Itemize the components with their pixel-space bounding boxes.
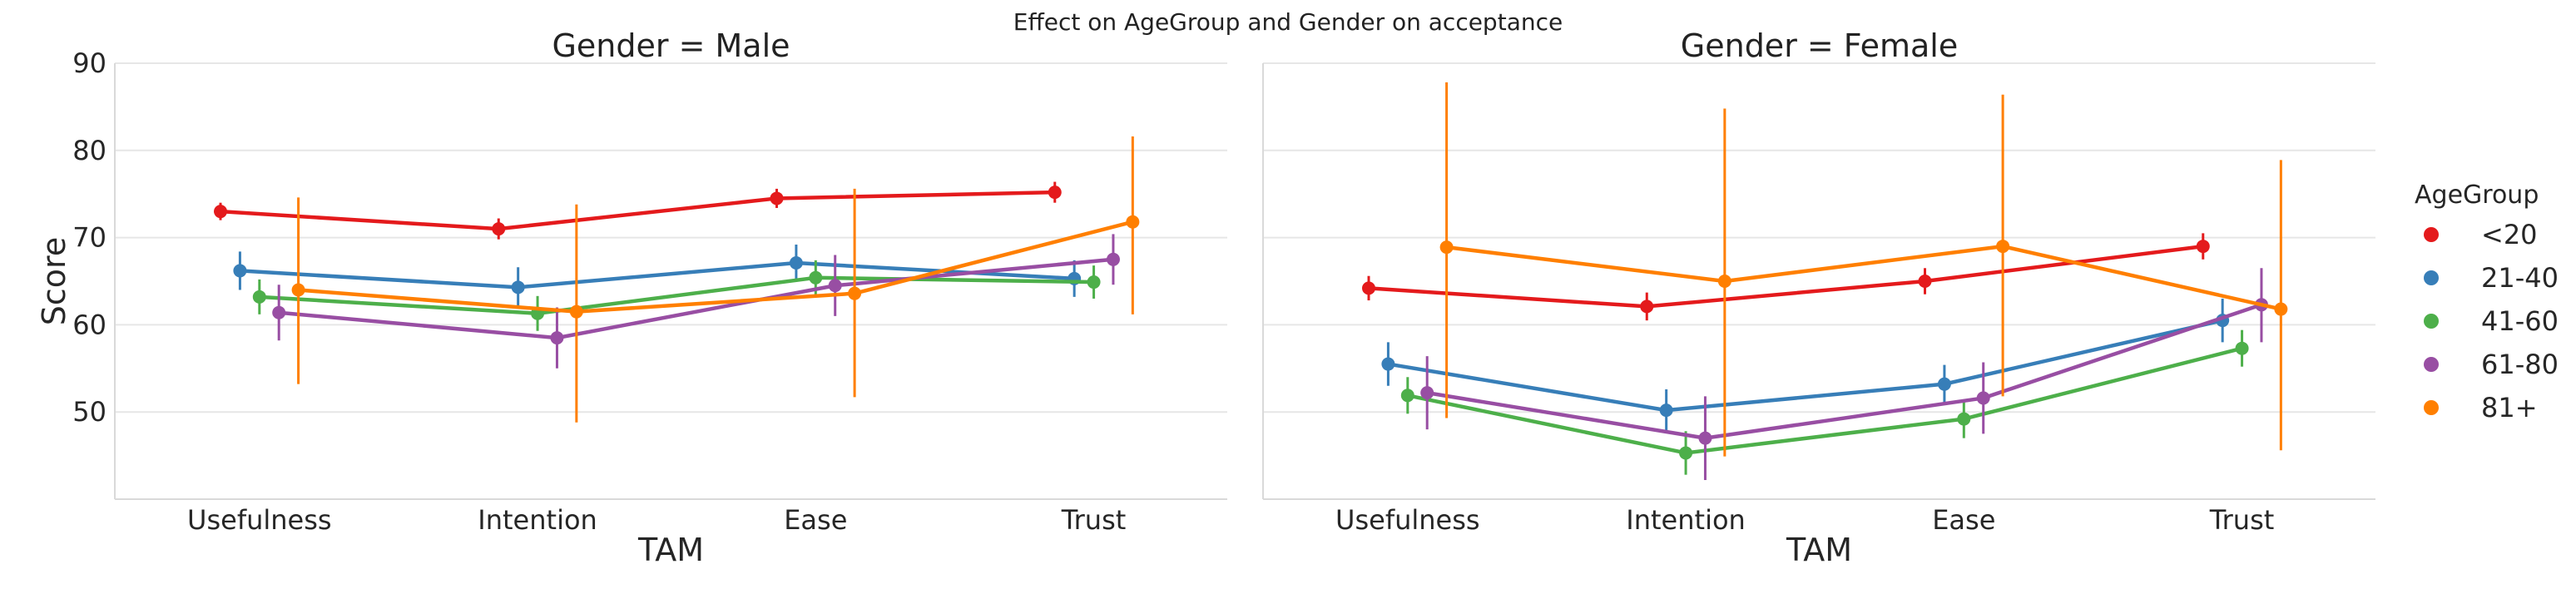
data-point [1717,275,1731,288]
data-point [1420,386,1434,400]
data-point [1439,240,1454,255]
series-81+ [291,136,1140,423]
x-tick-label: Intention [478,504,597,536]
series-81+ [1439,82,2288,457]
series-line [298,220,1133,314]
x-tick-label: Trust [2209,504,2275,536]
x-axis-label: TAM [1786,532,1852,568]
chart-panels: 50 60 70 80 90 Gender = Male Usefulness Intenti… [36,27,2375,568]
data-point [770,191,784,205]
legend: AgeGroup <20 21-40 41-60 61-80 81+ [2415,181,2559,423]
data-point [291,283,305,297]
data-point [1918,275,1932,288]
x-tick-label: Usefulness [1335,504,1480,536]
data-point [789,255,803,270]
data-point [2196,240,2210,254]
data-point [1996,240,2010,254]
x-axis-label: TAM [637,532,704,568]
series-line [220,190,1055,231]
data-point [1659,403,1673,418]
x-tick-label: Ease [784,504,847,536]
series-61-80 [272,234,1120,369]
data-point [1087,275,1101,290]
y-tick-label: 70 [72,222,107,254]
data-point [809,270,823,285]
legend-label: 41-60 [2481,305,2559,337]
legend-item: 41-60 [2424,305,2559,337]
legend-label: 21-40 [2481,262,2559,294]
y-tick-label: 80 [72,135,107,166]
y-tick-label: 60 [72,309,107,340]
data-point [1048,186,1062,200]
legend-marker [2424,400,2439,415]
chart-title: Effect on AgeGroup and Gender on accepta… [1013,8,1563,36]
data-point [1679,446,1693,460]
legend-item: 61-80 [2424,349,2559,380]
data-point [492,222,506,236]
legend-title: AgeGroup [2415,181,2539,210]
series-21-40 [233,244,1082,308]
data-point [1126,215,1140,229]
series-<20 [214,181,1062,240]
data-point [1106,252,1120,266]
series-line [1446,244,2281,311]
data-point [511,280,525,295]
data-point [2274,302,2288,316]
legend-marker [2424,227,2439,242]
data-point [233,264,247,278]
series-line [1368,244,2204,309]
x-tick-label: Trust [1061,504,1127,536]
x-tick-label: Usefulness [187,504,332,536]
series-<20 [1362,233,2210,321]
data-point [252,290,266,304]
data-point [1937,377,1951,391]
data-point [569,304,583,319]
x-tick-label: Ease [1932,504,1995,536]
y-tick-label: 90 [72,47,107,79]
y-axis-label: Score [36,237,72,325]
legend-marker [2424,314,2439,329]
data-point [1381,357,1395,371]
series-line [279,257,1114,340]
data-point [1976,391,1990,405]
legend-label: <20 [2481,219,2538,250]
data-point [848,286,862,300]
legend-item: 81+ [2424,392,2538,423]
y-tick-label: 50 [72,396,107,428]
legend-marker [2424,357,2439,372]
data-point [1640,300,1654,314]
data-point [1957,412,1971,426]
data-point [1362,281,1376,295]
data-point [1400,389,1414,403]
x-tick-label: Intention [1626,504,1746,536]
data-point [2235,341,2249,355]
panel-title: Gender = Female [1681,27,1958,64]
data-point [1698,431,1712,445]
data-point [214,205,228,219]
series-line [240,260,1075,290]
series-41-60 [1400,329,2249,475]
data-point [828,279,842,293]
series-line [259,275,1094,316]
legend-label: 81+ [2481,392,2538,423]
legend-marker [2424,270,2439,285]
panel-2: Gender = Female Usefulness Intention Ease Tr… [1262,27,2375,568]
legend-item: 21-40 [2424,262,2559,294]
legend-label: 61-80 [2481,349,2559,380]
panel-title: Gender = Male [552,27,790,64]
series-line [1407,346,2243,455]
data-point [272,305,286,319]
panel-1: 50 60 70 80 90 Gender = Male Usefulness Intenti… [72,27,1227,568]
legend-item: <20 [2424,219,2538,250]
data-point [550,331,564,345]
series-line [1388,318,2223,413]
series-line [1426,303,2262,440]
